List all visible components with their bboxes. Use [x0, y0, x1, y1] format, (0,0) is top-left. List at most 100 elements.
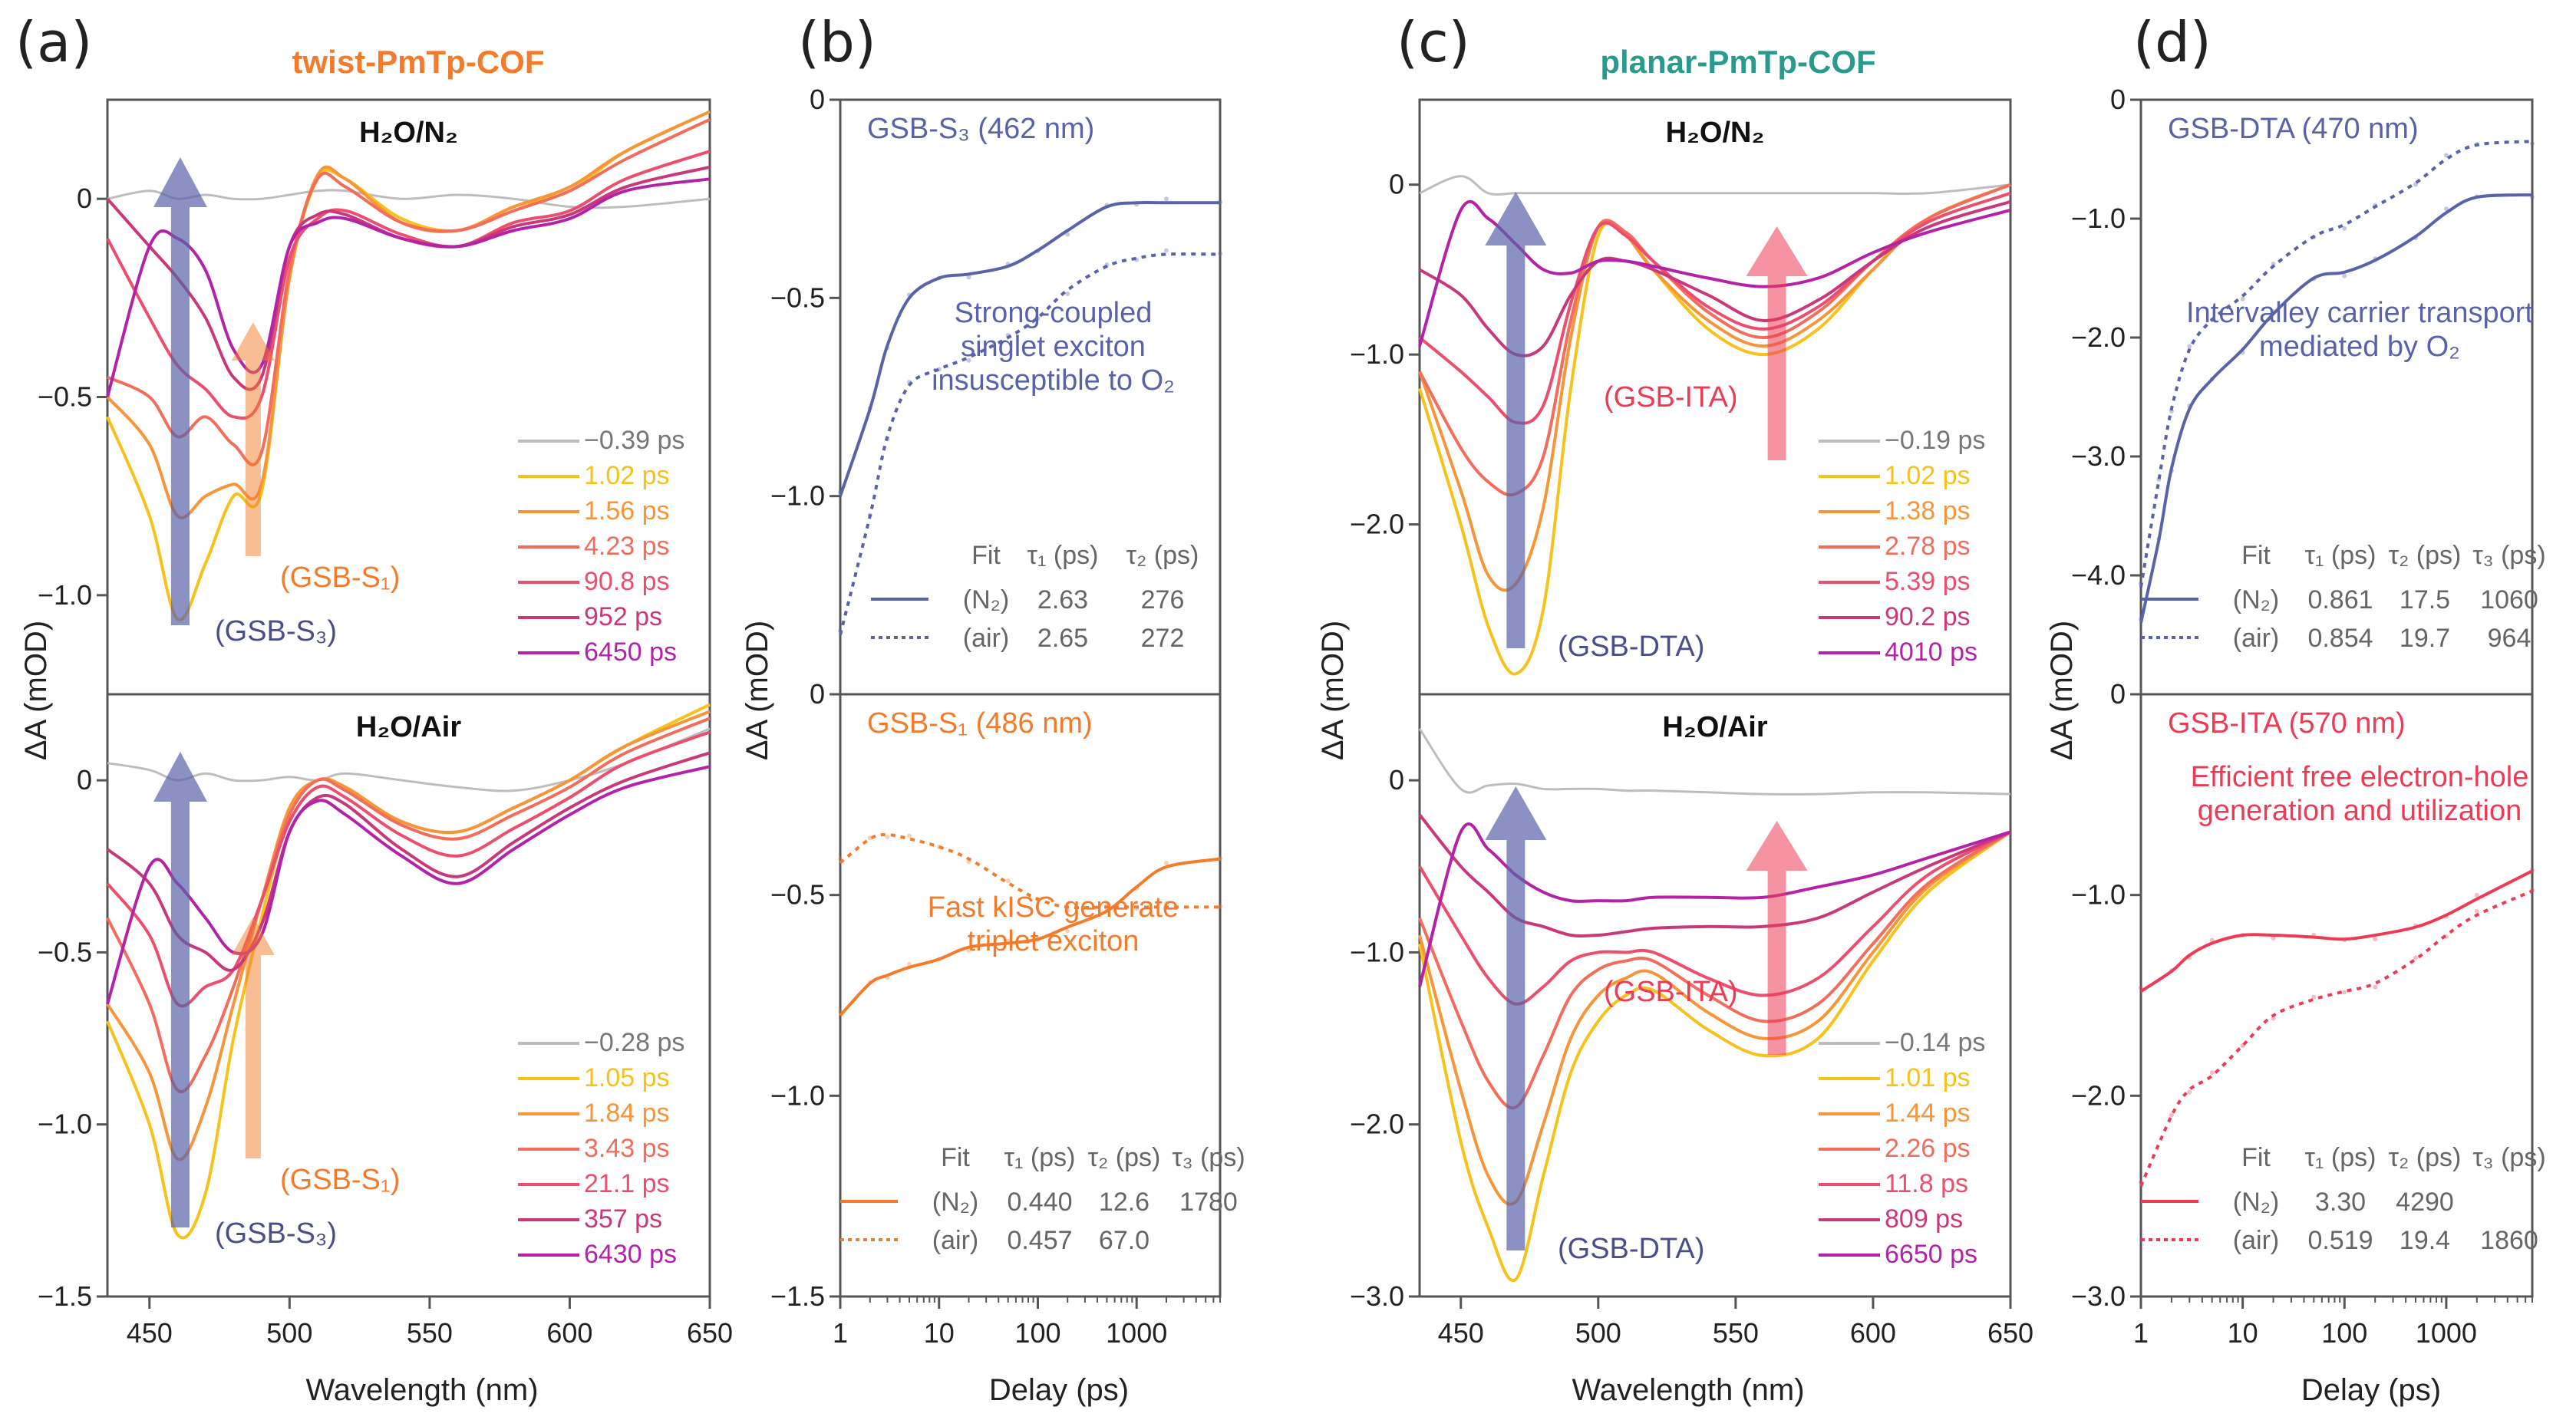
data-point: [1218, 251, 1222, 256]
x-tick-label: 550: [1713, 1317, 1759, 1349]
fit-table-header: Fit: [971, 541, 1001, 570]
kinetic-title: GSB-ITA (570 nm): [2168, 707, 2406, 740]
y-tick-label: −4.0: [2071, 559, 2126, 591]
y-tick-label: −1.0: [770, 1079, 825, 1111]
plot-frame: [2139, 693, 2534, 1298]
fit-value: 272: [1141, 624, 1185, 653]
data-point: [2342, 990, 2347, 995]
y-tick-label: 0: [77, 183, 92, 214]
annotation-line: generation and utilization: [2198, 795, 2522, 827]
y-tick-label: 0: [77, 764, 92, 796]
fit-value: 2.63: [1037, 585, 1088, 614]
series-line: [1418, 830, 2012, 1283]
data-point: [2342, 273, 2347, 278]
y-axis-label-a: ΔA (mOD): [19, 621, 53, 760]
data-point: [1163, 861, 1169, 866]
fit-table-header: τ₂ (ps): [1126, 541, 1199, 570]
y-tick-label: −2.0: [1350, 1109, 1404, 1140]
legend-label: 6430 ps: [584, 1240, 677, 1269]
legend-label: −0.14 ps: [1885, 1028, 1985, 1057]
y-tick-label: 0: [2110, 678, 2126, 710]
panel-label-a: (a): [15, 10, 92, 74]
x-tick-label: 1: [833, 1317, 848, 1349]
fit-table-header: τ₂ (ps): [2389, 1143, 2462, 1172]
series-line: [839, 200, 1220, 497]
legend-label: 2.78 ps: [1885, 532, 1971, 561]
fit-row-label: (N₂): [963, 585, 1009, 614]
chart-d-top: 0 −1.0 −2.0 −3.0 −4.0 GSB-DTA (470 nm) Interva…: [2071, 84, 2546, 696]
data-point: [2311, 994, 2317, 1000]
fit-table-header: Fit: [941, 1143, 970, 1172]
x-tick-label: 600: [1850, 1317, 1896, 1349]
panel-label-c: (c): [1397, 10, 1470, 74]
y-tick-label: −1.0: [770, 480, 825, 512]
annotation-gsb-ita: (GSB-ITA): [1604, 381, 1738, 413]
arrow-up-icon: [1485, 786, 1547, 1250]
x-axis-label-b: Delay (ps): [989, 1373, 1129, 1407]
panel-title-twist: twist-PmTp-COF: [292, 44, 545, 80]
annotation-line: insusceptible to O₂: [932, 364, 1175, 397]
fit-table-header: τ₃ (ps): [2472, 541, 2545, 570]
fit-value: 1860: [2480, 1226, 2538, 1255]
y-tick-label: 0: [810, 84, 825, 115]
x-axis-label-a: Wavelength (nm): [305, 1373, 538, 1407]
fit-value: 17.5: [2400, 585, 2450, 614]
data-point: [2530, 141, 2535, 147]
x-tick-label: 1000: [2416, 1317, 2477, 1349]
chart-a-bottom: 0 −0.5 −1.0 −1.5 450 500 550 600 650 H₂O/Air −0.28…: [38, 693, 733, 1349]
data-point: [1005, 878, 1011, 883]
fit-row-label: (air): [932, 1226, 978, 1255]
x-tick-label: 450: [1438, 1317, 1484, 1349]
data-point: [1065, 232, 1070, 237]
data-point: [906, 833, 912, 838]
fit-row-label: (air): [2233, 1226, 2279, 1255]
condition-label: H₂O/N₂: [359, 117, 458, 149]
condition-label: H₂O/Air: [1662, 711, 1767, 743]
fit-value: 67.0: [1099, 1226, 1149, 1255]
data-point: [2139, 985, 2143, 990]
x-tick-label: 500: [1575, 1317, 1621, 1349]
x-axis-label-d: Delay (ps): [2301, 1373, 2441, 1407]
series-line: [106, 730, 711, 1008]
series-line: [2139, 869, 2533, 993]
y-tick-label: −1.0: [2071, 203, 2126, 234]
fit-table-header: Fit: [2241, 1143, 2271, 1172]
y-tick-label: −2.0: [1350, 509, 1404, 540]
legend-label: 4.23 ps: [584, 532, 670, 561]
series-line: [1418, 183, 2011, 676]
annotation-line: singlet exciton: [961, 331, 1146, 363]
y-tick-label: −3.0: [2071, 1280, 2126, 1312]
annotation-gsb-s1: (GSB-S₁): [280, 1164, 400, 1196]
legend-label: 1.84 ps: [584, 1099, 670, 1128]
series-line: [839, 833, 1220, 910]
y-tick-label: −3.0: [1350, 1280, 1404, 1312]
y-tick-label: −0.5: [38, 381, 92, 413]
fit-table-header: τ₃ (ps): [2472, 1143, 2545, 1172]
y-tick-label: −1.0: [1350, 936, 1404, 967]
fit-row-label: (N₂): [932, 1188, 978, 1217]
data-point: [1163, 196, 1169, 202]
legend-label: 1.02 ps: [584, 461, 670, 490]
fit-value: 12.6: [1099, 1188, 1149, 1217]
series-line: [1418, 830, 2012, 1206]
data-point: [906, 961, 912, 967]
y-tick-label: −2.0: [2071, 1079, 2126, 1111]
y-tick-label: −1.5: [38, 1280, 92, 1312]
data-point: [2187, 344, 2192, 349]
data-point: [2240, 296, 2245, 301]
series-line: [1418, 728, 2011, 796]
chart-c-bottom: 0 −1.0 −2.0 −3.0 450 500 550 600 650 H₂O/Air −0.14…: [1350, 693, 2033, 1349]
legend-label: 90.8 ps: [584, 567, 670, 596]
series-line: [106, 165, 711, 391]
fit-value: 276: [1141, 585, 1185, 614]
series-line: [1418, 813, 2011, 938]
chart-d-bottom: 0 −1.0 −2.0 −3.01 10 100 1000 GSB-ITA (570 nm) E…: [2071, 678, 2546, 1349]
data-point: [2373, 937, 2378, 941]
legend-label: 6650 ps: [1885, 1240, 1977, 1269]
fit-value: 1060: [2480, 585, 2538, 614]
chart-a-top: 0 −0.5 −1.0 H₂O/N₂ −0.39 ps 1.02 ps 1.56 ps 4.2…: [38, 98, 711, 696]
x-tick-label: 1: [2133, 1317, 2149, 1349]
legend-label: −0.28 ps: [584, 1028, 684, 1057]
annotation-gsb-ita: (GSB-ITA): [1604, 976, 1738, 1008]
legend-label: 21.1 ps: [584, 1169, 670, 1198]
